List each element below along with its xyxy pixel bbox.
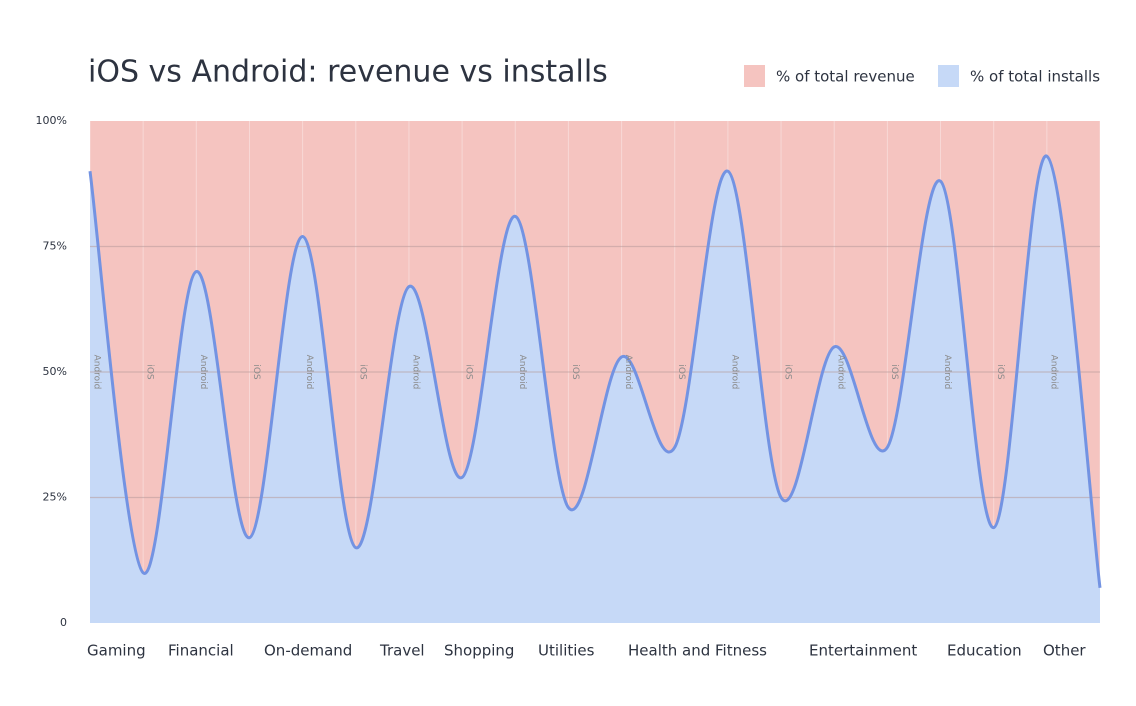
x-tick-label: Utilities	[538, 642, 595, 660]
y-tick-label: 75%	[43, 240, 67, 253]
point-label: iOS	[464, 364, 474, 380]
x-tick-label: Other	[1043, 642, 1086, 660]
x-tick-label: Entertainment	[809, 642, 917, 660]
y-tick-label: 25%	[43, 491, 67, 504]
y-tick-label: 50%	[43, 365, 67, 378]
point-label: Android	[836, 355, 846, 390]
x-tick-label: Financial	[168, 642, 234, 660]
point-label: Android	[304, 355, 314, 390]
y-tick-label: 100%	[36, 114, 67, 127]
point-label: iOS	[251, 364, 261, 380]
x-tick-label: Gaming	[87, 642, 146, 660]
x-tick-label: Shopping	[444, 642, 514, 660]
point-label: Android	[517, 355, 527, 390]
point-label: Android	[623, 355, 633, 390]
x-tick-label: Health and Fitness	[628, 642, 767, 660]
point-label: Android	[92, 355, 102, 390]
x-tick-label: Education	[947, 642, 1022, 660]
point-label: Android	[942, 355, 952, 390]
legend-label: % of total revenue	[776, 68, 915, 86]
point-label: iOS	[995, 364, 1005, 380]
chart-title: iOS vs Android: revenue vs installs	[88, 55, 608, 90]
point-label: iOS	[889, 364, 899, 380]
point-label: Android	[729, 355, 739, 390]
installs-area	[90, 155, 1100, 623]
point-label: Android	[198, 355, 208, 390]
point-label: Android	[1048, 355, 1058, 390]
x-tick-label: Travel	[379, 642, 425, 660]
point-label: iOS	[145, 364, 155, 380]
point-label: iOS	[357, 364, 367, 380]
legend-label: % of total installs	[970, 68, 1100, 86]
legend-swatch	[938, 65, 959, 87]
point-label: iOS	[676, 364, 686, 380]
point-label: Android	[410, 355, 420, 390]
point-label: iOS	[570, 364, 580, 380]
x-tick-label: On-demand	[264, 642, 352, 660]
point-label: iOS	[783, 364, 793, 380]
legend-swatch	[744, 65, 765, 87]
installs-line	[88, 154, 1102, 589]
y-tick-label: 0	[60, 616, 67, 629]
